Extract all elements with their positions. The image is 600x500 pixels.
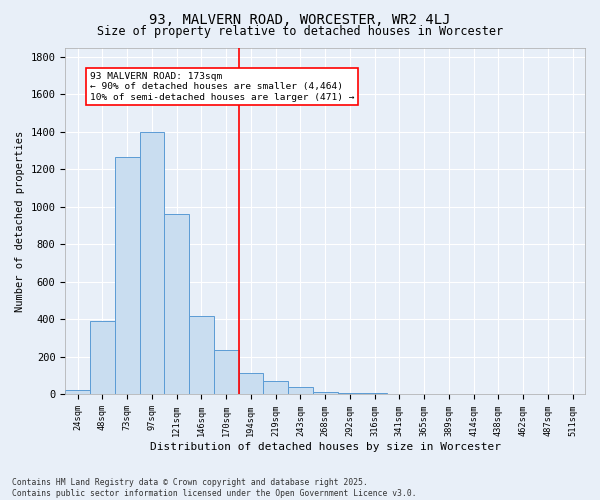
Text: 93 MALVERN ROAD: 173sqm
← 90% of detached houses are smaller (4,464)
10% of semi: 93 MALVERN ROAD: 173sqm ← 90% of detache… bbox=[90, 72, 355, 102]
Bar bbox=[288, 387, 313, 394]
Bar bbox=[90, 321, 115, 394]
Bar bbox=[115, 157, 140, 394]
Bar bbox=[313, 392, 338, 394]
Text: Contains HM Land Registry data © Crown copyright and database right 2025.
Contai: Contains HM Land Registry data © Crown c… bbox=[12, 478, 416, 498]
Bar bbox=[65, 390, 90, 394]
Bar bbox=[239, 373, 263, 394]
Bar bbox=[189, 316, 214, 394]
Bar bbox=[214, 350, 239, 395]
Bar bbox=[338, 393, 362, 394]
Text: 93, MALVERN ROAD, WORCESTER, WR2 4LJ: 93, MALVERN ROAD, WORCESTER, WR2 4LJ bbox=[149, 12, 451, 26]
Text: Size of property relative to detached houses in Worcester: Size of property relative to detached ho… bbox=[97, 25, 503, 38]
Bar bbox=[263, 381, 288, 394]
Bar bbox=[140, 132, 164, 394]
Bar bbox=[164, 214, 189, 394]
X-axis label: Distribution of detached houses by size in Worcester: Distribution of detached houses by size … bbox=[149, 442, 500, 452]
Y-axis label: Number of detached properties: Number of detached properties bbox=[15, 130, 25, 312]
